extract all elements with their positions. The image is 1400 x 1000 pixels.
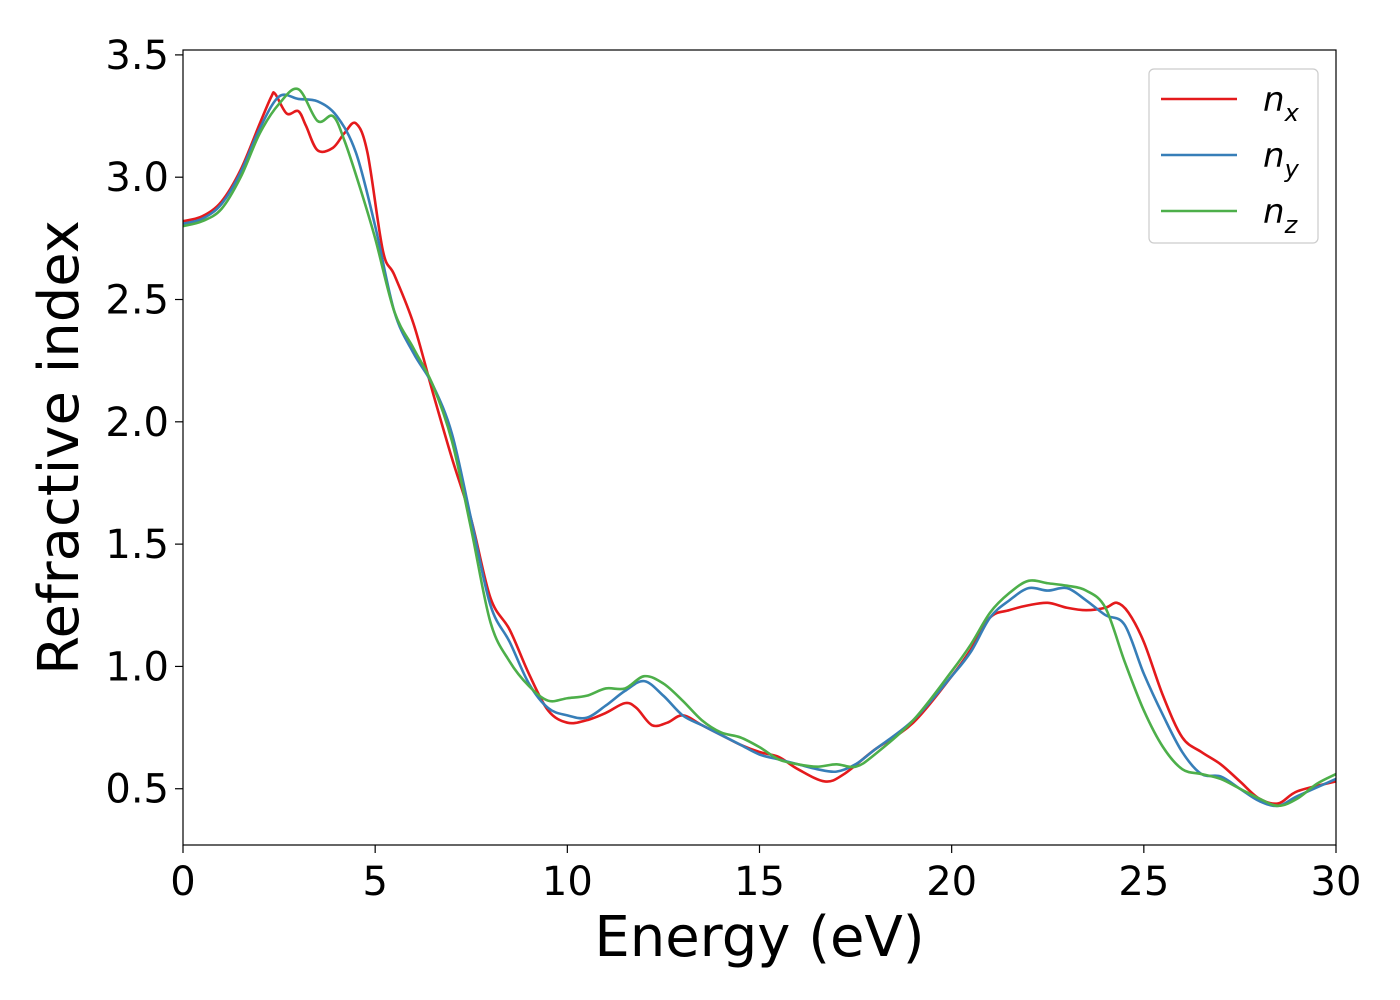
y-tick-label: 0.5 <box>105 767 169 813</box>
x-tick-label: 20 <box>926 859 977 905</box>
x-axis-ticks: 0 5 10 15 20 25 30 <box>170 845 1361 905</box>
legend-label-subscript: x <box>1284 99 1300 127</box>
series-line-z <box>183 87 1336 808</box>
x-tick-label: 25 <box>1118 859 1169 905</box>
y-axis-label: Refractive index <box>27 220 92 675</box>
series-lines <box>183 87 1336 808</box>
y-tick-label: 1.5 <box>105 522 169 568</box>
x-tick-label: 0 <box>170 859 195 905</box>
y-axis-ticks: 0.5 1.0 1.5 2.0 2.5 3.0 3.5 <box>105 33 183 813</box>
legend-label-subscript: z <box>1284 211 1299 239</box>
x-axis-label: Energy (eV) <box>594 905 924 970</box>
legend-label-subscript: y <box>1284 155 1300 183</box>
series-line-x <box>183 90 1336 806</box>
y-tick-label: 3.5 <box>105 33 169 79</box>
series-line-y <box>183 93 1336 808</box>
x-tick-label: 30 <box>1311 859 1362 905</box>
x-tick-label: 5 <box>362 859 387 905</box>
legend-label-base: n <box>1263 192 1285 232</box>
x-tick-label: 15 <box>734 859 785 905</box>
y-tick-label: 2.5 <box>105 278 169 324</box>
legend-label-x: nx <box>1263 80 1300 127</box>
legend-label-base: n <box>1263 136 1285 176</box>
x-tick-label: 10 <box>542 859 593 905</box>
y-tick-label: 3.0 <box>105 155 169 201</box>
legend-label-base: n <box>1263 80 1285 120</box>
legend-label-y: ny <box>1263 136 1300 183</box>
y-tick-label: 1.0 <box>105 644 169 690</box>
y-tick-label: 2.0 <box>105 400 169 446</box>
legend-label-z: nz <box>1263 192 1299 239</box>
